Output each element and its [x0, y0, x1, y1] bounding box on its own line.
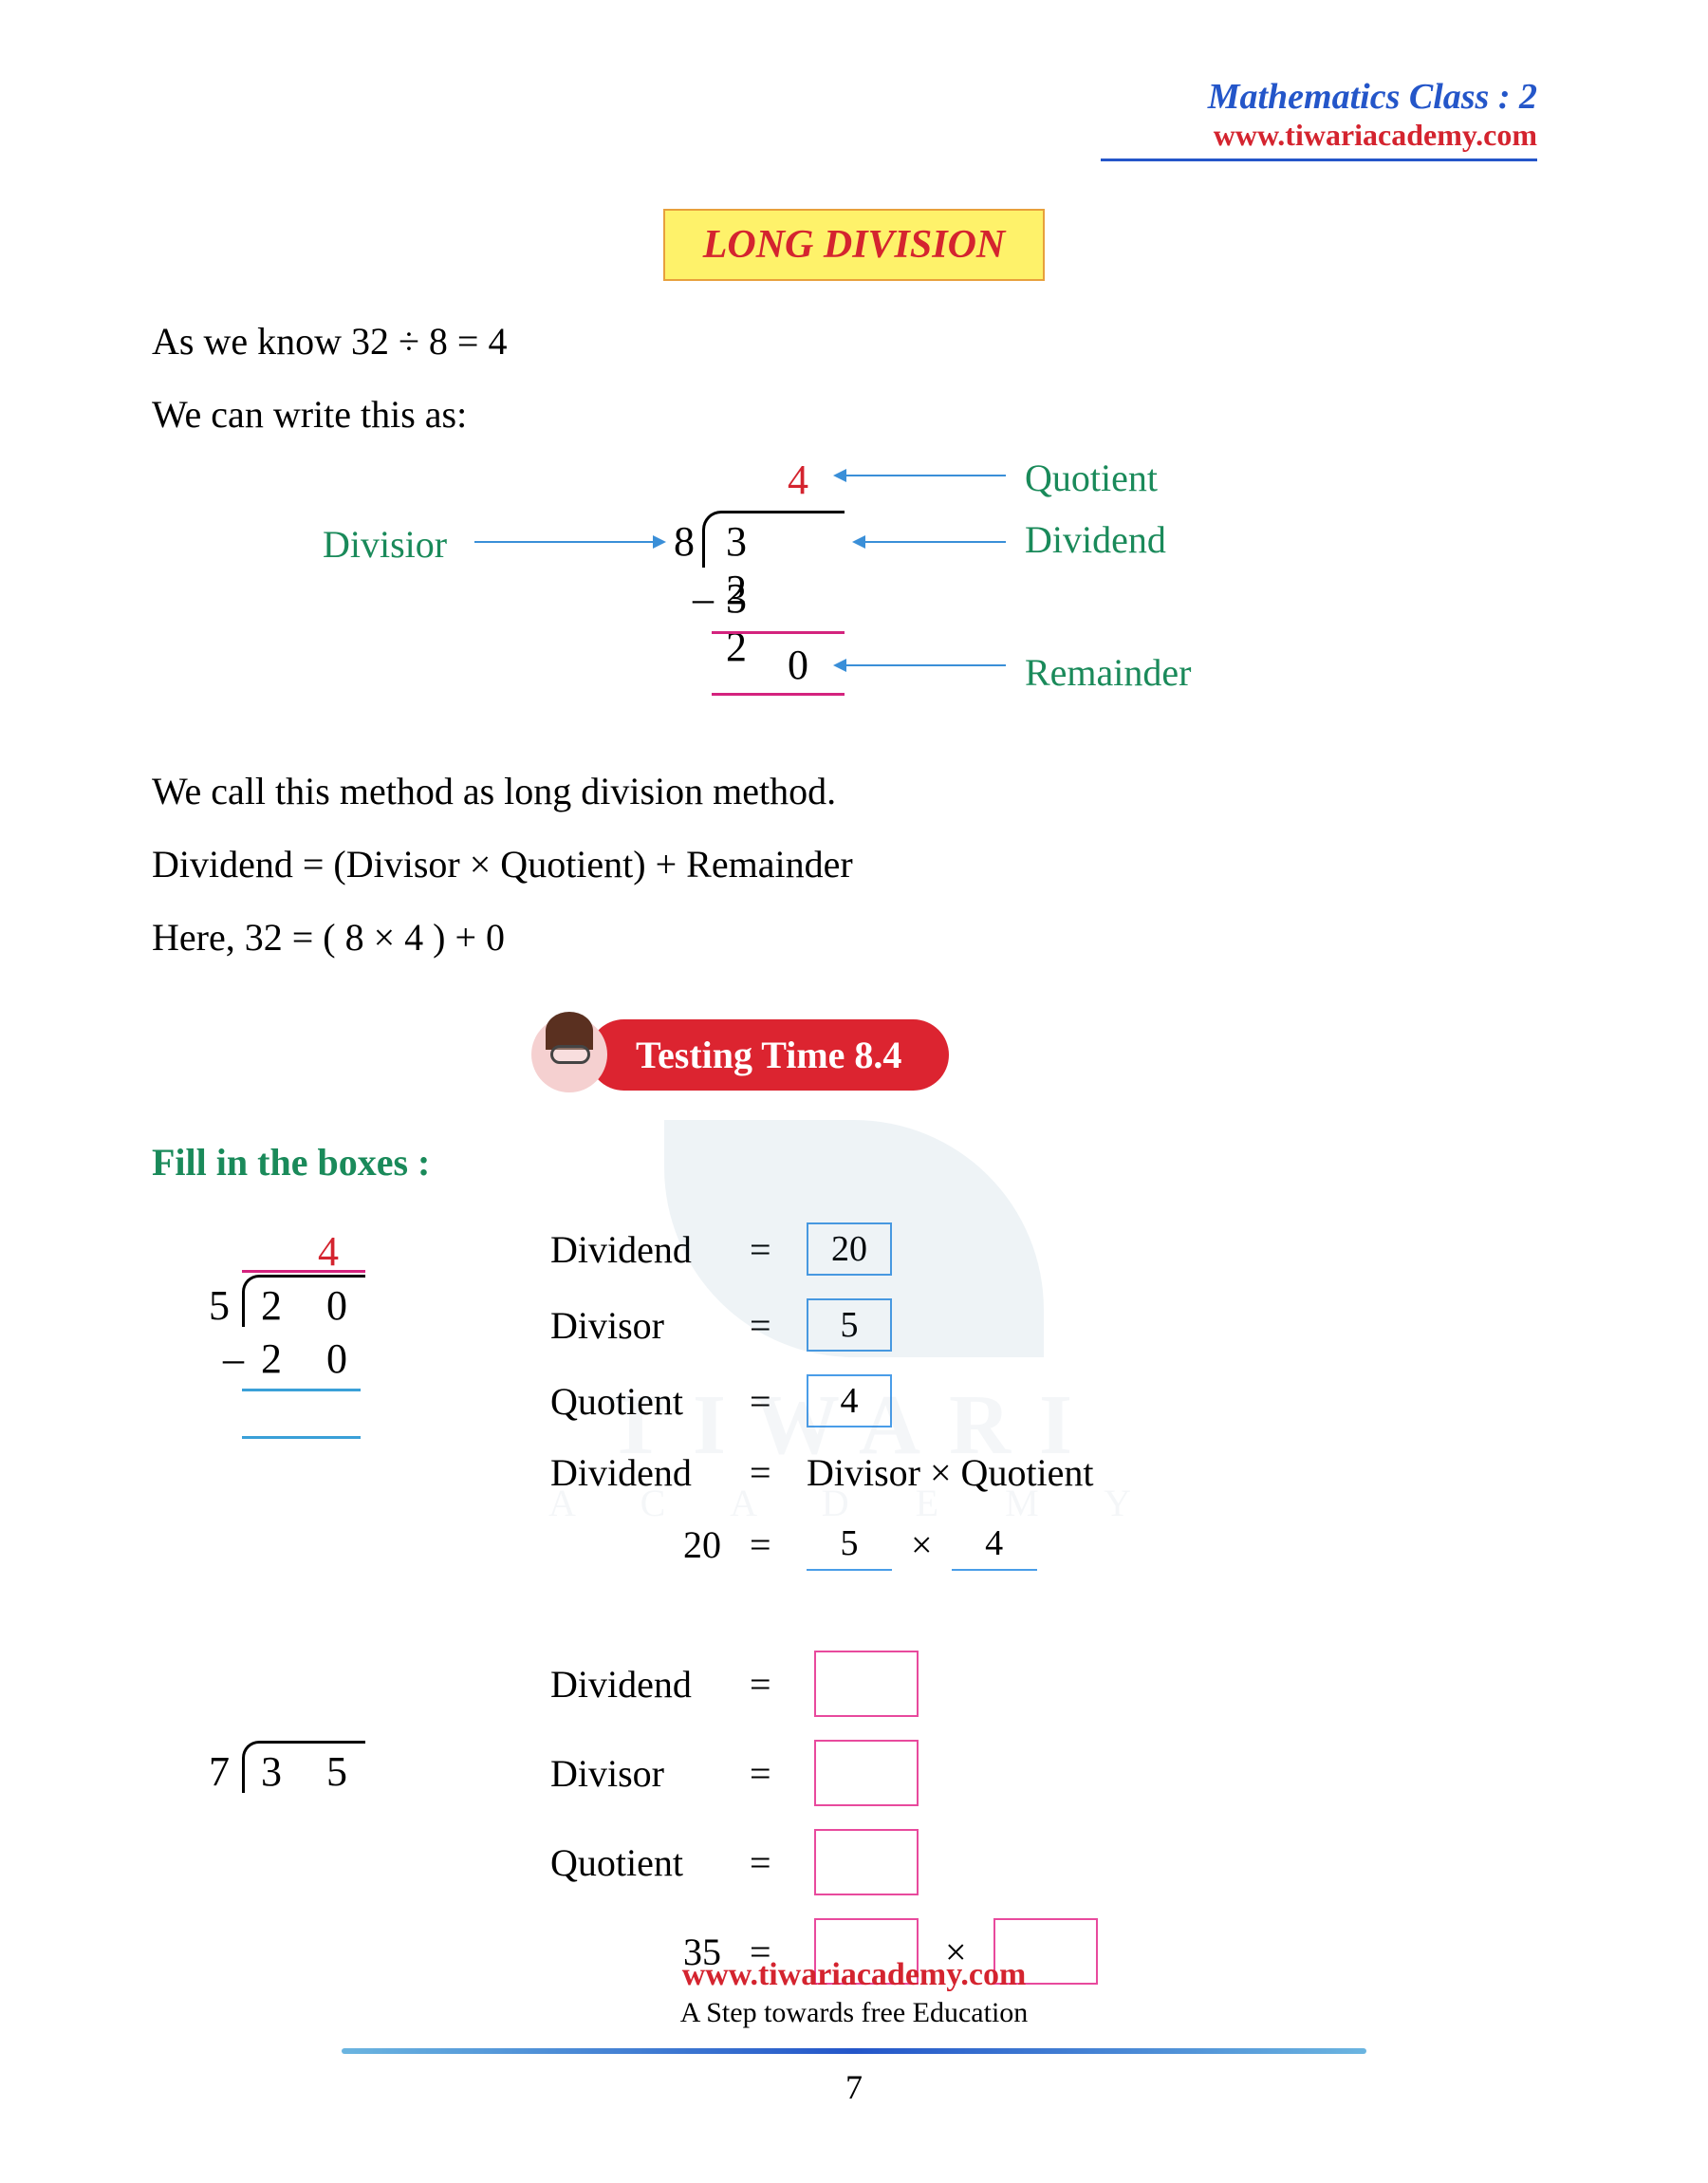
exercise-2-answers: Dividend = Divisor = Quotient = 35 = × — [550, 1651, 1556, 2007]
arrow-divisor — [474, 541, 664, 543]
minus-sign: – — [693, 574, 714, 623]
ex1-divisor-box[interactable]: 5 — [807, 1298, 892, 1352]
intro-line-1: As we know 32 ÷ 8 = 4 — [152, 319, 1556, 364]
subtract-value: 3 2 — [726, 574, 766, 671]
exercise-1-division: 4 5 2 0 – 2 0 — [152, 1222, 550, 1488]
equals-sign: = — [750, 1522, 807, 1567]
exercise-2: 7 3 5 Dividend = Divisor = Quotient = 35… — [152, 1651, 1556, 2007]
ex1-formula-label: Dividend — [550, 1450, 750, 1495]
ex1-quotient-box[interactable]: 4 — [807, 1374, 892, 1427]
ex1-divisor: 5 — [209, 1281, 230, 1330]
ex1-formula-rhs: Divisor × Quotient — [807, 1450, 1094, 1495]
explain-line-2: Dividend = (Divisor × Quotient) + Remain… — [152, 842, 1556, 886]
explain-line-1: We call this method as long division met… — [152, 769, 1556, 813]
equals-sign: = — [750, 1450, 807, 1495]
header-underline — [1101, 159, 1537, 161]
ex1-subtract: 2 0 — [261, 1334, 364, 1383]
remainder-value: 0 — [788, 641, 808, 689]
ex2-divisor-box[interactable] — [814, 1740, 919, 1806]
ex1-quotient-line — [242, 1270, 365, 1273]
ex1-lhs-value: 20 — [550, 1522, 750, 1567]
ex1-dividend-box[interactable]: 20 — [807, 1222, 892, 1276]
sub-line-1 — [712, 631, 845, 634]
page-number: 7 — [0, 2067, 1708, 2107]
ex2-divisor: 7 — [209, 1747, 230, 1796]
divisor-value: 8 — [674, 517, 695, 566]
ex1-line-1 — [242, 1389, 361, 1391]
equals-sign: = — [750, 1303, 807, 1348]
ex1-quotient: 4 — [318, 1227, 339, 1276]
times-sign: × — [911, 1522, 933, 1567]
arrow-dividend — [854, 541, 1006, 543]
division-bracket — [702, 511, 845, 568]
arrow-remainder — [835, 664, 1006, 666]
sub-line-2 — [712, 693, 845, 696]
ex1-dividend-label: Dividend — [550, 1227, 750, 1272]
exercise-2-division: 7 3 5 — [152, 1651, 550, 1840]
badge-text: Testing Time 8.4 — [588, 1019, 949, 1091]
quotient-value: 4 — [788, 456, 808, 504]
header-website: www.tiwariacademy.com — [1101, 118, 1537, 153]
equals-sign: = — [750, 1751, 807, 1796]
title-wrap: LONG DIVISION — [152, 209, 1556, 281]
page-footer: www.tiwariacademy.com A Step towards fre… — [0, 1957, 1708, 2107]
equals-sign: = — [750, 1840, 807, 1885]
ex1-line-2 — [242, 1436, 361, 1439]
quotient-label: Quotient — [1025, 456, 1158, 500]
ex2-divisor-label: Divisor — [550, 1751, 750, 1796]
dividend-label: Dividend — [1025, 517, 1166, 562]
equals-sign: = — [750, 1227, 807, 1272]
ex1-quotient-label: Quotient — [550, 1379, 750, 1424]
remainder-label: Remainder — [1025, 650, 1192, 695]
student-icon — [531, 1017, 607, 1092]
equals-sign: = — [750, 1662, 807, 1707]
ex2-quotient-label: Quotient — [550, 1840, 750, 1885]
equals-sign: = — [750, 1379, 807, 1424]
ex2-quotient-box[interactable] — [814, 1829, 919, 1895]
divisor-label: Divisior — [323, 522, 447, 567]
main-title: LONG DIVISION — [663, 209, 1046, 281]
footer-tagline: A Step towards free Education — [0, 1997, 1708, 2029]
ex1-factor-a-box[interactable]: 5 — [807, 1518, 892, 1571]
ex1-factor-b-box[interactable]: 4 — [952, 1518, 1037, 1571]
ex2-dividend: 3 5 — [261, 1747, 364, 1796]
fill-boxes-heading: Fill in the boxes : — [152, 1140, 1556, 1185]
footer-divider — [342, 2048, 1366, 2054]
footer-website: www.tiwariacademy.com — [0, 1957, 1708, 1993]
testing-time-badge: Testing Time 8.4 — [531, 1017, 949, 1092]
header-title: Mathematics Class : 2 — [1101, 76, 1537, 118]
exercise-1: 4 5 2 0 – 2 0 Dividend = 20 Divisor = 5 … — [152, 1222, 1556, 1594]
ex1-minus: – — [223, 1334, 244, 1383]
ex1-dividend: 2 0 — [261, 1281, 364, 1330]
exercise-1-answers: Dividend = 20 Divisor = 5 Quotient = 4 D… — [550, 1222, 1556, 1594]
ex1-divisor-label: Divisor — [550, 1303, 750, 1348]
intro-line-2: We can write this as: — [152, 392, 1556, 437]
long-division-diagram: Divisior 4 8 3 2 – 3 2 0 Quotient Divide… — [152, 465, 1556, 769]
arrow-quotient — [835, 475, 1006, 476]
page-header: Mathematics Class : 2 www.tiwariacademy.… — [1101, 76, 1537, 161]
explain-line-3: Here, 32 = ( 8 × 4 ) + 0 — [152, 915, 1556, 960]
ex2-dividend-box[interactable] — [814, 1651, 919, 1717]
ex2-dividend-label: Dividend — [550, 1662, 750, 1707]
